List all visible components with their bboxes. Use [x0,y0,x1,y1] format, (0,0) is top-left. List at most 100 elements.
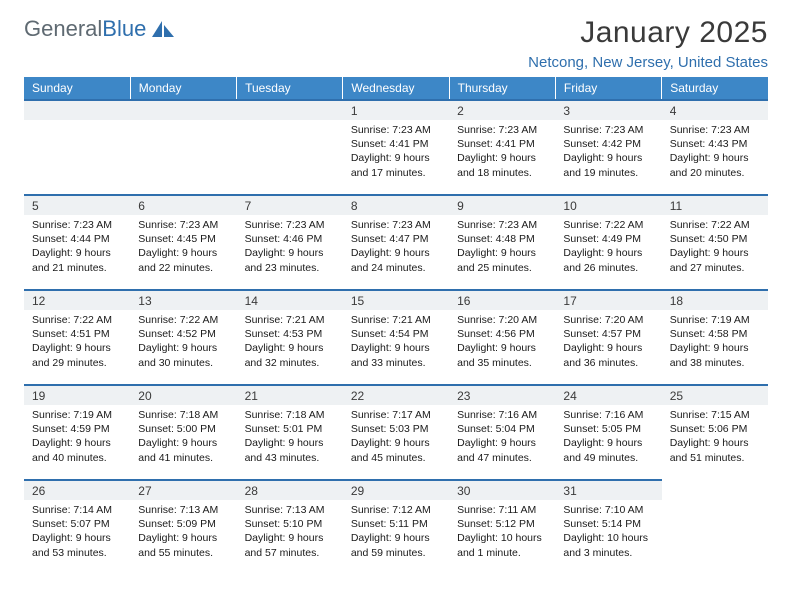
calendar-cell: 16Sunrise: 7:20 AMSunset: 4:56 PMDayligh… [449,289,555,384]
day-number: 18 [662,289,768,310]
sunrise-line: Sunrise: 7:23 AM [138,218,228,232]
calendar-cell [130,99,236,194]
day-number: 23 [449,384,555,405]
day-number: 26 [24,479,130,500]
sunrise-line: Sunrise: 7:23 AM [32,218,122,232]
daylight-line: Daylight: 9 hours and 19 minutes. [563,151,653,179]
daylight-line: Daylight: 9 hours and 27 minutes. [670,246,760,274]
daylight-line: Daylight: 9 hours and 40 minutes. [32,436,122,464]
sunrise-line: Sunrise: 7:16 AM [563,408,653,422]
calendar-cell: 21Sunrise: 7:18 AMSunset: 5:01 PMDayligh… [237,384,343,479]
sunset-line: Sunset: 4:45 PM [138,232,228,246]
sunset-line: Sunset: 4:41 PM [457,137,547,151]
sunset-line: Sunset: 4:42 PM [563,137,653,151]
calendar-week: 5Sunrise: 7:23 AMSunset: 4:44 PMDaylight… [24,194,768,289]
calendar-cell: 12Sunrise: 7:22 AMSunset: 4:51 PMDayligh… [24,289,130,384]
calendar-cell: 7Sunrise: 7:23 AMSunset: 4:46 PMDaylight… [237,194,343,289]
day-body: Sunrise: 7:13 AMSunset: 5:10 PMDaylight:… [237,500,343,562]
sunset-line: Sunset: 4:41 PM [351,137,441,151]
sunset-line: Sunset: 5:11 PM [351,517,441,531]
calendar-cell: 26Sunrise: 7:14 AMSunset: 5:07 PMDayligh… [24,479,130,574]
sunrise-line: Sunrise: 7:22 AM [32,313,122,327]
calendar-cell: 25Sunrise: 7:15 AMSunset: 5:06 PMDayligh… [662,384,768,479]
calendar-cell [24,99,130,194]
sunset-line: Sunset: 4:43 PM [670,137,760,151]
sunrise-line: Sunrise: 7:11 AM [457,503,547,517]
day-number: 29 [343,479,449,500]
sunrise-line: Sunrise: 7:21 AM [245,313,335,327]
sunrise-line: Sunrise: 7:21 AM [351,313,441,327]
day-body: Sunrise: 7:12 AMSunset: 5:11 PMDaylight:… [343,500,449,562]
sunrise-line: Sunrise: 7:23 AM [351,123,441,137]
calendar-cell: 4Sunrise: 7:23 AMSunset: 4:43 PMDaylight… [662,99,768,194]
calendar-cell: 5Sunrise: 7:23 AMSunset: 4:44 PMDaylight… [24,194,130,289]
day-number: 3 [555,99,661,120]
day-number: 13 [130,289,236,310]
calendar-cell: 24Sunrise: 7:16 AMSunset: 5:05 PMDayligh… [555,384,661,479]
day-header: Tuesday [237,77,343,99]
sunset-line: Sunset: 4:53 PM [245,327,335,341]
sunrise-line: Sunrise: 7:18 AM [245,408,335,422]
sunset-line: Sunset: 5:12 PM [457,517,547,531]
daylight-line: Daylight: 10 hours and 3 minutes. [563,531,653,559]
calendar-cell: 8Sunrise: 7:23 AMSunset: 4:47 PMDaylight… [343,194,449,289]
sunrise-line: Sunrise: 7:23 AM [457,123,547,137]
day-number: 30 [449,479,555,500]
sunset-line: Sunset: 4:57 PM [563,327,653,341]
day-body: Sunrise: 7:17 AMSunset: 5:03 PMDaylight:… [343,405,449,467]
day-body: Sunrise: 7:13 AMSunset: 5:09 PMDaylight:… [130,500,236,562]
sunrise-line: Sunrise: 7:19 AM [32,408,122,422]
day-body-empty [662,479,768,539]
calendar-body: 1Sunrise: 7:23 AMSunset: 4:41 PMDaylight… [24,99,768,574]
day-body: Sunrise: 7:23 AMSunset: 4:41 PMDaylight:… [343,120,449,182]
calendar-week: 19Sunrise: 7:19 AMSunset: 4:59 PMDayligh… [24,384,768,479]
calendar-cell: 20Sunrise: 7:18 AMSunset: 5:00 PMDayligh… [130,384,236,479]
sunset-line: Sunset: 5:03 PM [351,422,441,436]
location-label: Netcong, New Jersey, United States [528,54,768,71]
daylight-line: Daylight: 9 hours and 36 minutes. [563,341,653,369]
day-number: 17 [555,289,661,310]
sunrise-line: Sunrise: 7:14 AM [32,503,122,517]
calendar-week: 12Sunrise: 7:22 AMSunset: 4:51 PMDayligh… [24,289,768,384]
sunset-line: Sunset: 4:48 PM [457,232,547,246]
day-number: 14 [237,289,343,310]
day-header: Saturday [662,77,768,99]
day-number: 27 [130,479,236,500]
sunset-line: Sunset: 4:46 PM [245,232,335,246]
sunrise-line: Sunrise: 7:17 AM [351,408,441,422]
sunrise-line: Sunrise: 7:10 AM [563,503,653,517]
sunrise-line: Sunrise: 7:23 AM [670,123,760,137]
day-number: 25 [662,384,768,405]
day-number: 16 [449,289,555,310]
day-number: 7 [237,194,343,215]
daylight-line: Daylight: 9 hours and 35 minutes. [457,341,547,369]
calendar-cell: 9Sunrise: 7:23 AMSunset: 4:48 PMDaylight… [449,194,555,289]
day-body: Sunrise: 7:22 AMSunset: 4:49 PMDaylight:… [555,215,661,277]
day-body: Sunrise: 7:21 AMSunset: 4:53 PMDaylight:… [237,310,343,372]
day-body: Sunrise: 7:14 AMSunset: 5:07 PMDaylight:… [24,500,130,562]
day-body: Sunrise: 7:20 AMSunset: 4:56 PMDaylight:… [449,310,555,372]
day-body: Sunrise: 7:18 AMSunset: 5:01 PMDaylight:… [237,405,343,467]
calendar-cell [662,479,768,574]
day-body: Sunrise: 7:22 AMSunset: 4:51 PMDaylight:… [24,310,130,372]
calendar-cell: 1Sunrise: 7:23 AMSunset: 4:41 PMDaylight… [343,99,449,194]
day-number: 10 [555,194,661,215]
sunset-line: Sunset: 4:52 PM [138,327,228,341]
day-number: 24 [555,384,661,405]
calendar-cell: 6Sunrise: 7:23 AMSunset: 4:45 PMDaylight… [130,194,236,289]
sunset-line: Sunset: 5:00 PM [138,422,228,436]
day-body: Sunrise: 7:22 AMSunset: 4:50 PMDaylight:… [662,215,768,277]
day-body: Sunrise: 7:18 AMSunset: 5:00 PMDaylight:… [130,405,236,467]
sunrise-line: Sunrise: 7:22 AM [563,218,653,232]
daylight-line: Daylight: 9 hours and 43 minutes. [245,436,335,464]
sunset-line: Sunset: 5:06 PM [670,422,760,436]
day-header: Friday [555,77,661,99]
sunrise-line: Sunrise: 7:13 AM [245,503,335,517]
daylight-line: Daylight: 9 hours and 55 minutes. [138,531,228,559]
calendar-cell: 28Sunrise: 7:13 AMSunset: 5:10 PMDayligh… [237,479,343,574]
brand-name-a: General [24,16,102,42]
sunrise-line: Sunrise: 7:22 AM [670,218,760,232]
daylight-line: Daylight: 9 hours and 59 minutes. [351,531,441,559]
sunrise-line: Sunrise: 7:22 AM [138,313,228,327]
day-number: 28 [237,479,343,500]
